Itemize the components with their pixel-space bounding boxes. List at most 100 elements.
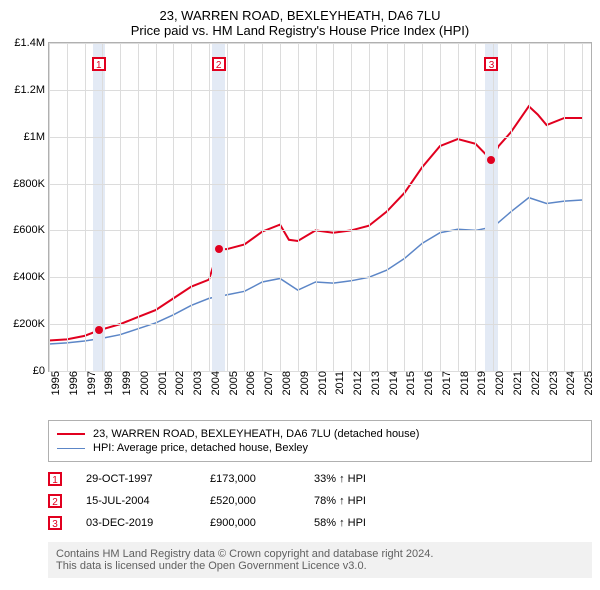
gridline-horizontal [49, 277, 591, 278]
sale-record-row: 303-DEC-2019£900,00058% ↑ HPI [48, 512, 592, 534]
gridline-vertical [511, 43, 512, 371]
gridline-vertical [85, 43, 86, 371]
y-axis-label: £400K [13, 271, 49, 283]
gridline-vertical [49, 43, 50, 371]
sale-record-date: 29-OCT-1997 [86, 473, 186, 485]
gridline-vertical [404, 43, 405, 371]
footer-text-1: Contains HM Land Registry data © Crown c… [56, 548, 584, 560]
x-axis-label: 1998 [99, 371, 115, 395]
line-layer [49, 43, 591, 371]
gridline-vertical [138, 43, 139, 371]
sale-record-hpi-delta: 78% ↑ HPI [314, 495, 366, 507]
legend: 23, WARREN ROAD, BEXLEYHEATH, DA6 7LU (d… [48, 420, 592, 462]
gridline-vertical [173, 43, 174, 371]
x-axis-label: 2012 [348, 371, 364, 395]
gridline-vertical [529, 43, 530, 371]
gridline-vertical [564, 43, 565, 371]
x-axis-label: 2015 [401, 371, 417, 395]
chart-subtitle: Price paid vs. HM Land Registry's House … [0, 23, 600, 38]
sale-record-date: 15-JUL-2004 [86, 495, 186, 507]
x-axis-label: 2013 [366, 371, 382, 395]
x-axis-label: 2025 [579, 371, 595, 395]
gridline-vertical [316, 43, 317, 371]
y-axis-label: £1M [24, 131, 49, 143]
gridline-vertical [333, 43, 334, 371]
gridline-horizontal [49, 324, 591, 325]
x-axis-label: 2024 [561, 371, 577, 395]
x-axis-label: 2005 [224, 371, 240, 395]
x-axis-label: 1996 [64, 371, 80, 395]
sale-band [212, 43, 224, 371]
gridline-vertical [67, 43, 68, 371]
sale-dot [215, 245, 223, 253]
gridline-vertical [191, 43, 192, 371]
sale-record-date: 03-DEC-2019 [86, 517, 186, 529]
footer-text-2: This data is licensed under the Open Gov… [56, 560, 584, 572]
x-axis-label: 2016 [419, 371, 435, 395]
gridline-horizontal [49, 184, 591, 185]
x-axis-label: 1995 [46, 371, 62, 395]
gridline-horizontal [49, 137, 591, 138]
gridline-vertical [422, 43, 423, 371]
gridline-vertical [227, 43, 228, 371]
y-axis-label: £1.4M [14, 37, 49, 49]
x-axis-label: 2022 [526, 371, 542, 395]
gridline-vertical [102, 43, 103, 371]
sale-band [485, 43, 497, 371]
legend-row: 23, WARREN ROAD, BEXLEYHEATH, DA6 7LU (d… [57, 427, 583, 441]
x-axis-label: 2014 [384, 371, 400, 395]
y-axis-label: £600K [13, 224, 49, 236]
gridline-vertical [387, 43, 388, 371]
legend-label: HPI: Average price, detached house, Bexl… [93, 442, 308, 454]
x-axis-label: 2002 [170, 371, 186, 395]
attribution-footer: Contains HM Land Registry data © Crown c… [48, 542, 592, 578]
x-axis-label: 2000 [135, 371, 151, 395]
x-axis-label: 1999 [117, 371, 133, 395]
sale-marker: 3 [484, 57, 498, 71]
x-axis-label: 2010 [313, 371, 329, 395]
x-axis-label: 2008 [277, 371, 293, 395]
gridline-vertical [262, 43, 263, 371]
x-axis-label: 2019 [472, 371, 488, 395]
sale-marker: 2 [212, 57, 226, 71]
y-axis-label: £200K [13, 318, 49, 330]
legend-label: 23, WARREN ROAD, BEXLEYHEATH, DA6 7LU (d… [93, 428, 419, 440]
x-axis-label: 2018 [455, 371, 471, 395]
x-axis-label: 2001 [153, 371, 169, 395]
legend-swatch [57, 448, 85, 449]
gridline-vertical [209, 43, 210, 371]
sale-dot [487, 156, 495, 164]
gridline-horizontal [49, 43, 591, 44]
legend-swatch [57, 433, 85, 435]
sale-record-hpi-delta: 33% ↑ HPI [314, 473, 366, 485]
x-axis-label: 2007 [259, 371, 275, 395]
sale-record-marker: 3 [48, 516, 62, 530]
gridline-vertical [156, 43, 157, 371]
sale-record-price: £173,000 [210, 473, 290, 485]
gridline-vertical [280, 43, 281, 371]
gridline-horizontal [49, 90, 591, 91]
x-axis-label: 2017 [437, 371, 453, 395]
title-area: 23, WARREN ROAD, BEXLEYHEATH, DA6 7LU Pr… [0, 0, 600, 42]
chart-container: 23, WARREN ROAD, BEXLEYHEATH, DA6 7LU Pr… [0, 0, 600, 578]
x-axis-label: 2004 [206, 371, 222, 395]
sale-dot [95, 326, 103, 334]
x-axis-label: 2021 [508, 371, 524, 395]
x-axis-label: 2023 [544, 371, 560, 395]
sale-record-marker: 2 [48, 494, 62, 508]
sale-marker: 1 [92, 57, 106, 71]
x-axis-label: 2003 [188, 371, 204, 395]
gridline-vertical [475, 43, 476, 371]
sale-record-price: £900,000 [210, 517, 290, 529]
chart-title: 23, WARREN ROAD, BEXLEYHEATH, DA6 7LU [0, 8, 600, 23]
gridline-vertical [493, 43, 494, 371]
x-axis-label: 1997 [82, 371, 98, 395]
gridline-vertical [582, 43, 583, 371]
sales-table: 129-OCT-1997£173,00033% ↑ HPI215-JUL-200… [48, 468, 592, 534]
sale-record-row: 215-JUL-2004£520,00078% ↑ HPI [48, 490, 592, 512]
x-axis-label: 2006 [241, 371, 257, 395]
y-axis-label: £800K [13, 178, 49, 190]
x-axis-label: 2009 [295, 371, 311, 395]
gridline-horizontal [49, 230, 591, 231]
plot-area: £0£200K£400K£600K£800K£1M£1.2M£1.4M19951… [48, 42, 592, 372]
